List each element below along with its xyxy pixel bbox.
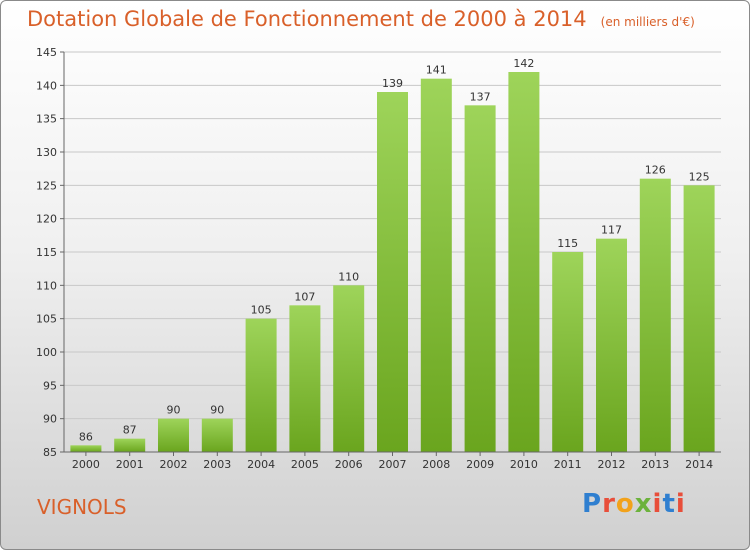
- labels: 85 90 95 100 105 110 115 120 125 130 135 140 145 86 20…: [36, 46, 713, 471]
- value-label-2005: 107: [294, 290, 315, 303]
- value-label-2003: 90: [210, 404, 224, 417]
- bar-2011: [552, 252, 584, 452]
- value-label-2004: 105: [251, 304, 272, 317]
- bar-2009: [464, 105, 496, 452]
- bar-2013: [639, 178, 671, 452]
- value-label-2007: 139: [382, 77, 403, 90]
- y-tick-label: 85: [43, 446, 57, 459]
- x-tick-label-2000: 2000: [72, 458, 100, 471]
- x-tick-label-2008: 2008: [422, 458, 450, 471]
- value-label-2009: 137: [470, 90, 491, 103]
- x-tick-label-2006: 2006: [335, 458, 363, 471]
- y-tick-label: 145: [36, 46, 57, 59]
- x-tick-label-2003: 2003: [203, 458, 231, 471]
- value-label-2006: 110: [338, 270, 359, 283]
- value-label-2010: 142: [513, 57, 534, 70]
- x-tick-label-2010: 2010: [510, 458, 538, 471]
- y-tick-label: 90: [43, 413, 57, 426]
- value-label-2012: 117: [601, 224, 622, 237]
- y-tick-label: 130: [36, 146, 57, 159]
- bars: [70, 72, 715, 453]
- y-tick-label: 125: [36, 179, 57, 192]
- y-tick-label: 115: [36, 246, 57, 259]
- bar-2006: [333, 285, 365, 452]
- y-tick-label: 140: [36, 79, 57, 92]
- value-label-2002: 90: [167, 404, 181, 417]
- x-tick-label-2007: 2007: [379, 458, 407, 471]
- value-label-2000: 86: [79, 430, 93, 443]
- x-tick-label-2014: 2014: [685, 458, 713, 471]
- chart-subtitle: (en milliers d'€): [600, 15, 695, 29]
- x-tick-label-2012: 2012: [598, 458, 626, 471]
- value-label-2001: 87: [123, 424, 137, 437]
- value-label-2011: 115: [557, 237, 578, 250]
- y-tick-label: 120: [36, 213, 57, 226]
- proxiti-logo: Proxiti: [582, 489, 686, 519]
- bar-2000: [70, 445, 102, 452]
- y-tick-label: 100: [36, 346, 57, 359]
- x-tick-label-2005: 2005: [291, 458, 319, 471]
- bar-2003: [201, 418, 233, 452]
- y-tick-label: 95: [43, 379, 57, 392]
- y-tick-label: 110: [36, 279, 57, 292]
- chart-title: Dotation Globale de Fonctionnement de 20…: [27, 7, 695, 31]
- axes: [60, 51, 721, 456]
- commune-name: VIGNOLS: [37, 495, 127, 519]
- value-label-2014: 125: [689, 170, 710, 183]
- bar-2010: [508, 72, 540, 452]
- bar-2004: [245, 318, 277, 452]
- bar-2005: [289, 305, 321, 452]
- x-tick-label-2013: 2013: [641, 458, 669, 471]
- bar-2001: [114, 438, 146, 452]
- bar-2007: [377, 92, 408, 452]
- value-label-2013: 126: [645, 164, 666, 177]
- bar-2012: [596, 238, 627, 452]
- bar-2014: [683, 185, 715, 453]
- value-label-2008: 141: [426, 64, 447, 77]
- bar-2002: [158, 418, 189, 452]
- x-tick-label-2002: 2002: [160, 458, 188, 471]
- y-tick-label: 135: [36, 113, 57, 126]
- y-tick-label: 105: [36, 313, 57, 326]
- x-tick-label-2004: 2004: [247, 458, 275, 471]
- x-tick-label-2011: 2011: [554, 458, 582, 471]
- bar-2008: [420, 78, 452, 453]
- x-tick-label-2009: 2009: [466, 458, 494, 471]
- x-tick-label-2001: 2001: [116, 458, 144, 471]
